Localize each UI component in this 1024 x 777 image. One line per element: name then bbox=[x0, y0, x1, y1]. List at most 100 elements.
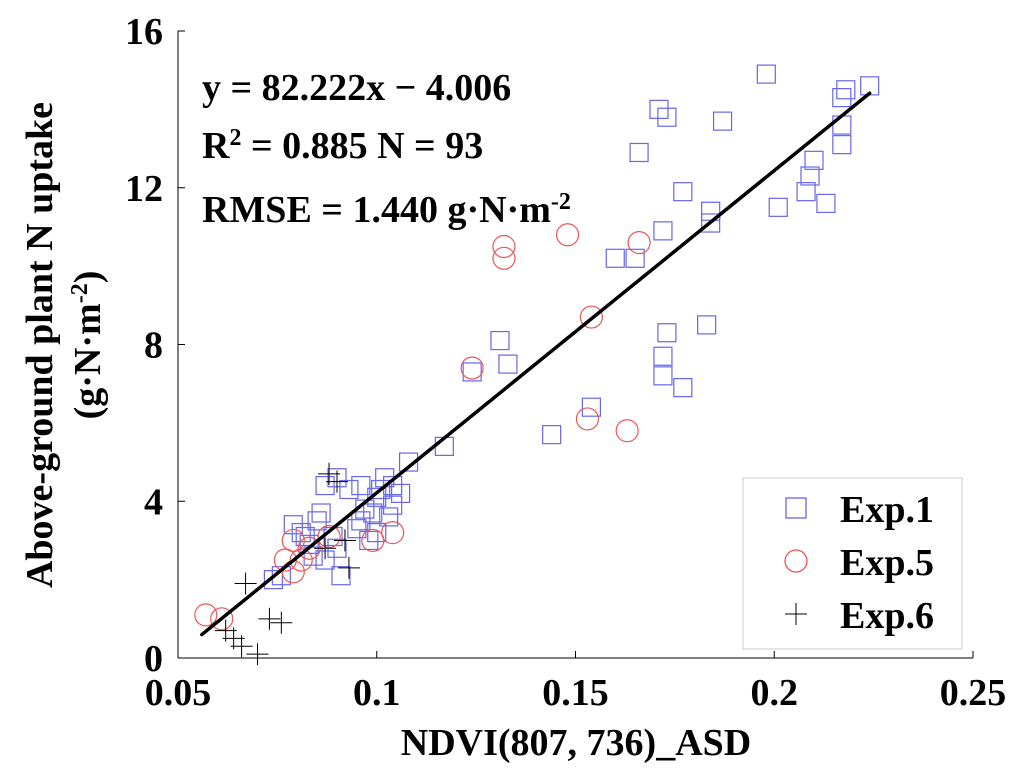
point-exp1 bbox=[339, 479, 359, 500]
legend-marker-exp1 bbox=[785, 497, 807, 519]
point-exp1 bbox=[263, 570, 283, 590]
point-exp1 bbox=[371, 479, 391, 500]
fit-line-group bbox=[200, 91, 872, 637]
x-tick-label: 0.15 bbox=[542, 672, 609, 714]
fit-line bbox=[200, 91, 872, 637]
point-exp5 bbox=[492, 234, 516, 259]
point-exp1 bbox=[295, 526, 315, 547]
point-exp1 bbox=[542, 425, 562, 445]
point-exp5 bbox=[579, 305, 604, 329]
y-axis-title-line1: Above-ground plant N uptake bbox=[19, 102, 61, 588]
point-exp6 bbox=[222, 627, 245, 650]
y-tick-label: 0 bbox=[144, 638, 163, 680]
x-axis-title: NDVI(807, 736)_ASD bbox=[401, 722, 751, 764]
point-exp5 bbox=[289, 548, 313, 572]
y-axis-title-unit-sup: -2 bbox=[67, 283, 93, 303]
point-exp1 bbox=[629, 142, 649, 163]
point-exp5 bbox=[210, 607, 234, 631]
y-axis-title-unit-prefix: (g·N·m bbox=[67, 303, 109, 419]
point-exp1 bbox=[625, 248, 645, 268]
legend-label-exp6: Exp.6 bbox=[840, 595, 934, 637]
legend: Exp.1 Exp.5 Exp.6 bbox=[742, 477, 963, 650]
point-exp6 bbox=[258, 607, 281, 630]
y-tick-label: 12 bbox=[125, 168, 163, 210]
point-exp5 bbox=[615, 419, 639, 443]
point-exp1 bbox=[367, 522, 387, 543]
point-exp1 bbox=[315, 475, 335, 496]
point-exp6 bbox=[318, 462, 341, 485]
legend-label-exp1: Exp.1 bbox=[840, 489, 934, 531]
data-points bbox=[194, 64, 880, 666]
r2-annotation: R2 = 0.885 N = 93 bbox=[202, 125, 483, 167]
legend-label-exp5: Exp.5 bbox=[840, 542, 934, 584]
legend-marker-exp5 bbox=[784, 549, 808, 573]
point-exp1 bbox=[653, 221, 673, 241]
point-exp1 bbox=[307, 511, 327, 531]
point-exp1 bbox=[363, 503, 383, 523]
point-exp1 bbox=[796, 182, 816, 202]
point-exp1 bbox=[653, 366, 673, 386]
point-exp1 bbox=[816, 193, 836, 214]
point-exp5 bbox=[361, 528, 385, 553]
point-exp5 bbox=[194, 603, 218, 627]
point-exp5 bbox=[627, 231, 651, 255]
point-exp6 bbox=[230, 635, 253, 658]
point-exp1 bbox=[581, 397, 602, 417]
point-exp1 bbox=[490, 330, 510, 351]
point-exp1 bbox=[283, 515, 303, 535]
r2-prefix: R bbox=[202, 125, 230, 167]
point-exp1 bbox=[657, 323, 677, 343]
rmse-sup: -2 bbox=[551, 189, 571, 215]
point-exp1 bbox=[673, 378, 693, 398]
point-exp1 bbox=[299, 534, 319, 554]
point-exp6 bbox=[246, 643, 269, 666]
point-exp1 bbox=[697, 315, 717, 335]
point-exp1 bbox=[398, 452, 419, 472]
point-exp1 bbox=[712, 111, 733, 131]
point-exp6 bbox=[234, 572, 257, 595]
point-exp1 bbox=[367, 487, 387, 507]
point-exp5 bbox=[460, 356, 484, 380]
point-exp5 bbox=[575, 407, 600, 431]
ticks: 0.05 0.1 0.15 0.2 0.25 0 4 8 12 16 bbox=[125, 11, 1006, 714]
point-exp5 bbox=[281, 560, 305, 584]
point-exp1 bbox=[311, 503, 331, 523]
point-exp1 bbox=[673, 182, 693, 202]
point-exp6 bbox=[270, 611, 293, 634]
point-exp1 bbox=[351, 475, 371, 496]
point-exp1 bbox=[832, 135, 852, 155]
point-exp1 bbox=[291, 522, 311, 543]
point-exp5 bbox=[492, 246, 516, 270]
point-exp1 bbox=[605, 248, 625, 268]
x-tick-label: 0.05 bbox=[145, 672, 212, 714]
point-exp1 bbox=[756, 64, 776, 84]
r2-sup: 2 bbox=[229, 125, 241, 151]
point-exp1 bbox=[701, 213, 721, 233]
y-tick-label: 8 bbox=[144, 325, 163, 367]
y-axis-title-unit-suffix: ) bbox=[67, 271, 109, 284]
point-exp1 bbox=[800, 166, 820, 186]
rmse-prefix: RMSE = 1.440 g·N·m bbox=[202, 189, 551, 231]
point-exp6 bbox=[214, 619, 237, 642]
point-exp1 bbox=[351, 511, 371, 531]
point-exp6 bbox=[326, 470, 348, 493]
point-exp1 bbox=[462, 362, 482, 382]
point-exp1 bbox=[804, 150, 824, 170]
point-exp1 bbox=[303, 546, 323, 566]
point-exp1 bbox=[653, 346, 673, 366]
point-exp1 bbox=[391, 483, 411, 504]
point-exp1 bbox=[649, 99, 669, 119]
point-exp1 bbox=[832, 88, 852, 108]
point-exp1 bbox=[347, 519, 367, 539]
x-tick-label: 0.25 bbox=[940, 672, 1007, 714]
legend-marker-exp6 bbox=[785, 603, 807, 625]
point-exp5 bbox=[555, 223, 580, 247]
point-exp5 bbox=[381, 520, 405, 545]
point-exp1 bbox=[379, 507, 399, 527]
equation-annotation: y = 82.222x − 4.006 bbox=[202, 67, 511, 109]
point-exp6 bbox=[333, 529, 356, 552]
point-exp1 bbox=[375, 468, 395, 488]
y-axis-title-line2: (g·N·m-2) bbox=[67, 271, 109, 420]
rmse-annotation: RMSE = 1.440 g·N·m-2 bbox=[202, 189, 571, 231]
